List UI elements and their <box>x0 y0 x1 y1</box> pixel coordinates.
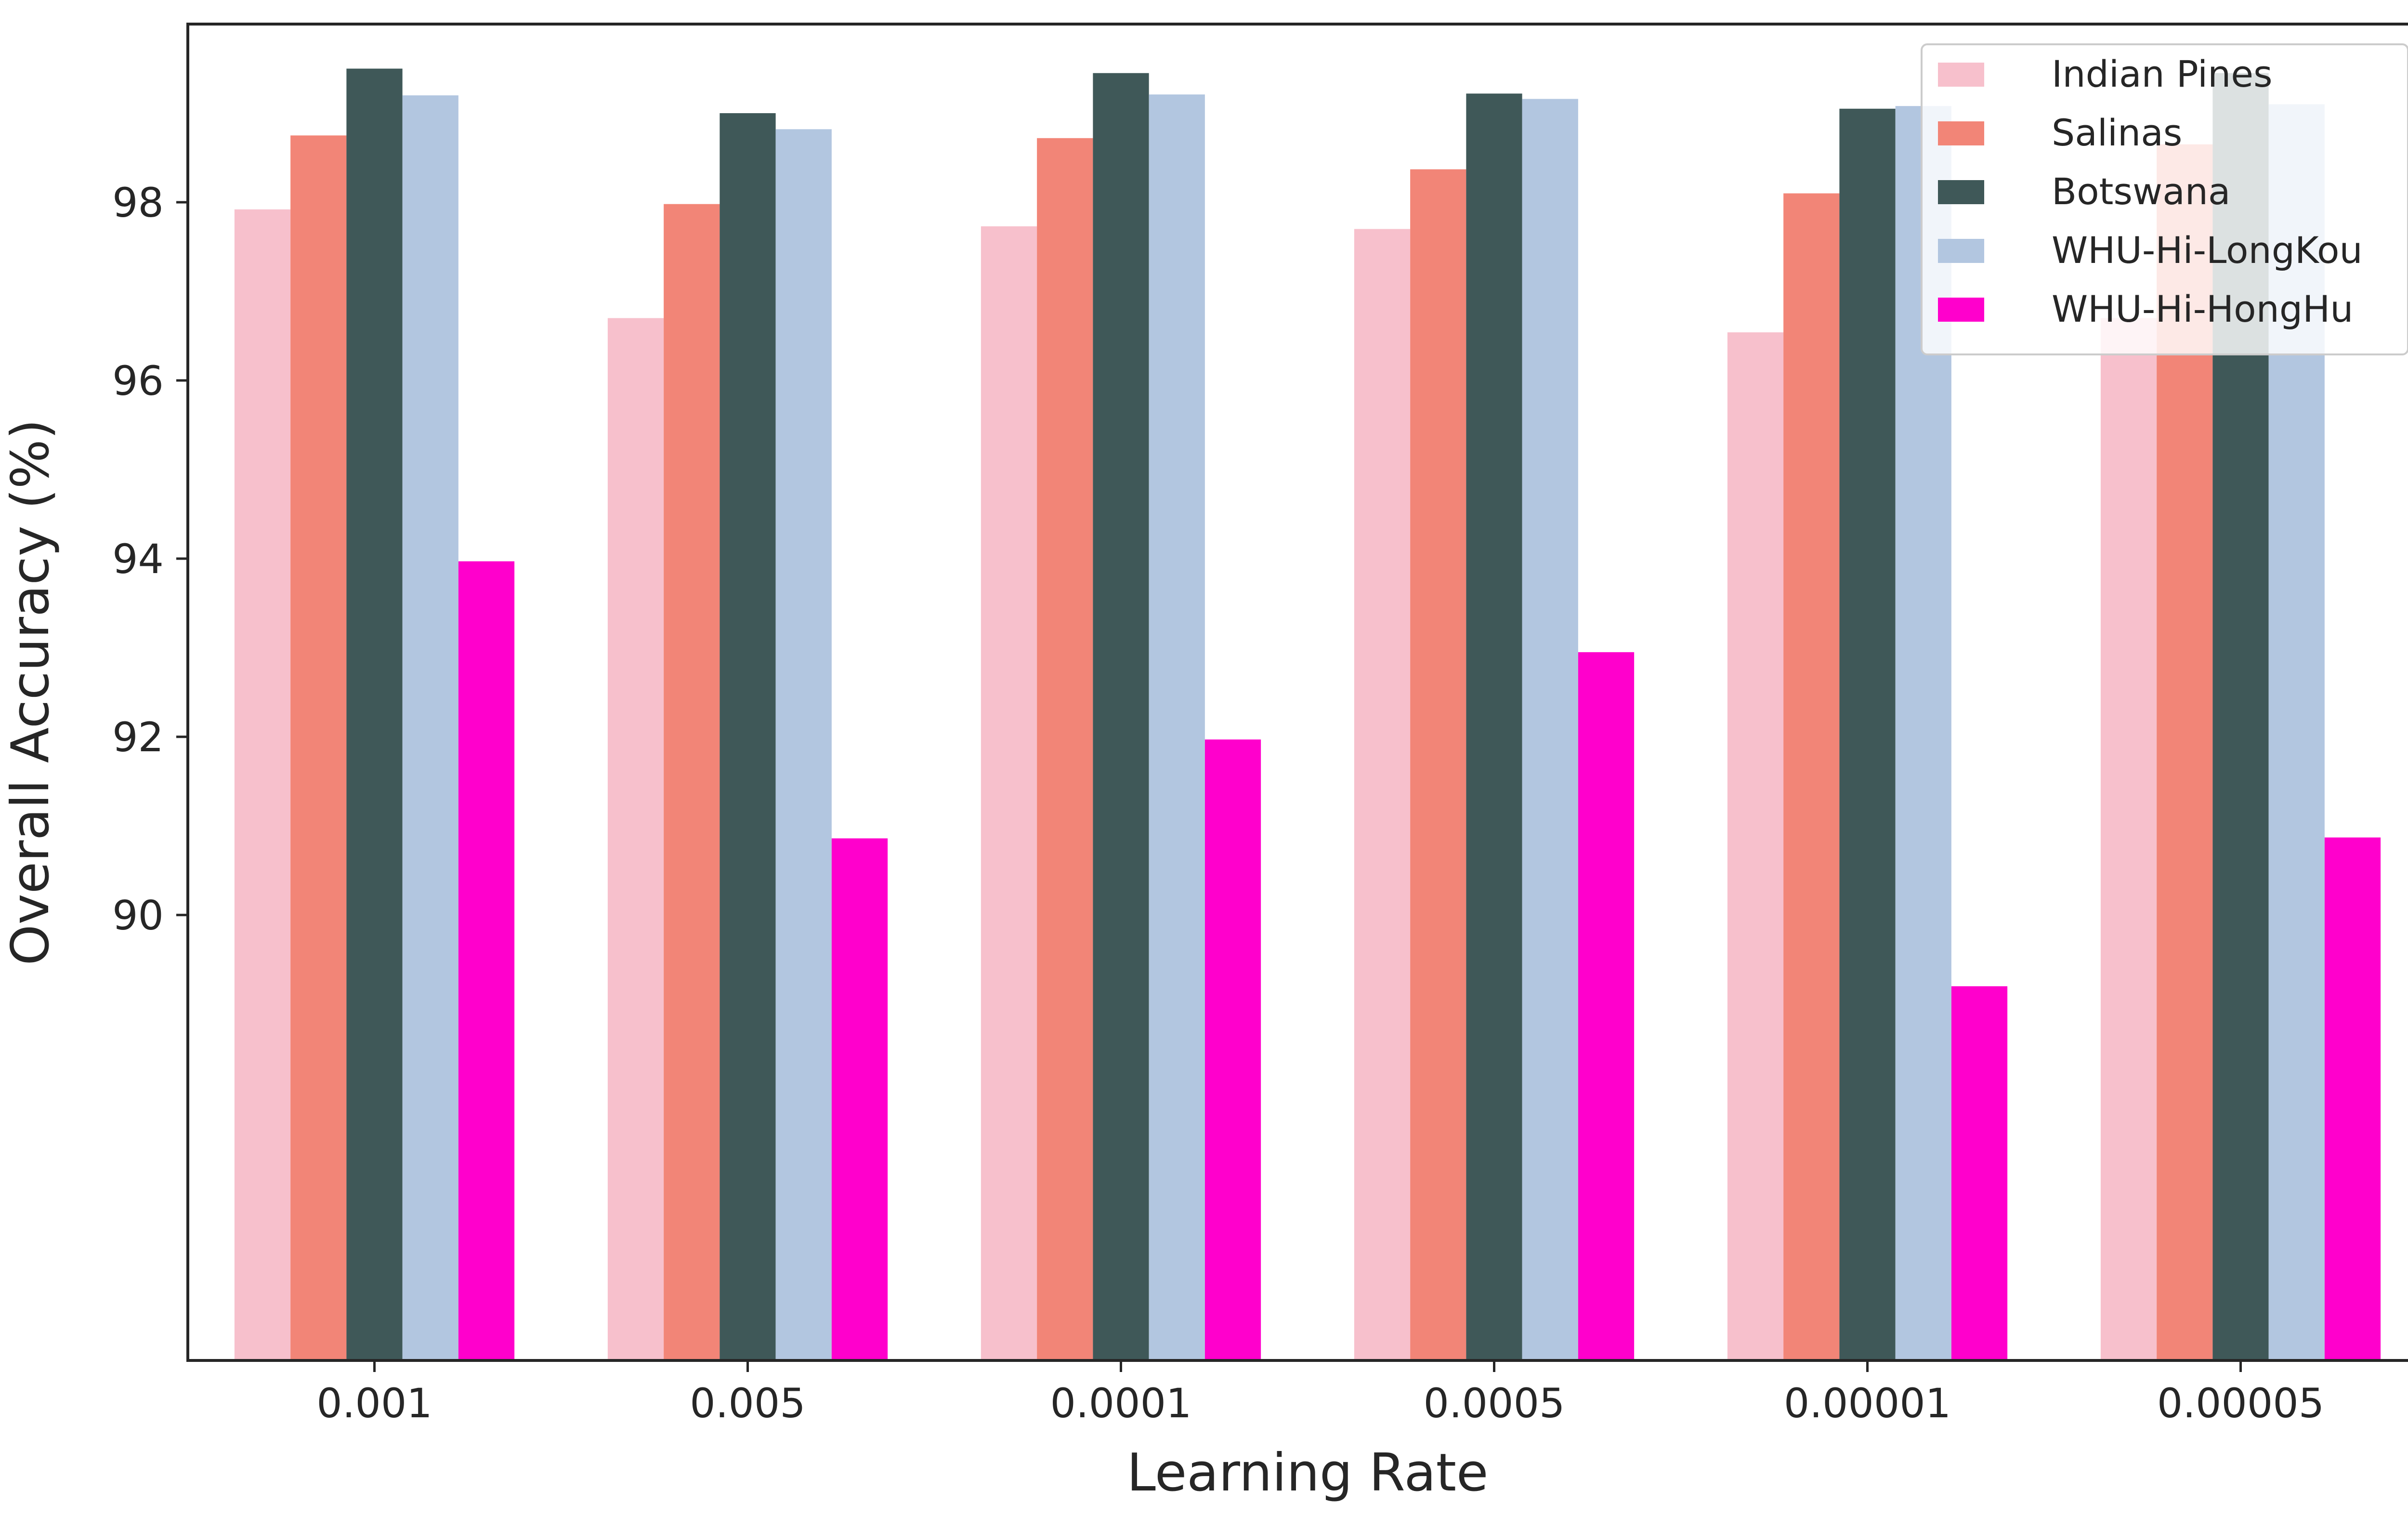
bars-group <box>234 68 2381 1361</box>
legend-swatch <box>1938 239 1984 263</box>
bar-3-4 <box>1466 93 1522 1360</box>
bar-5-4 <box>1578 652 1635 1360</box>
bar-5-1 <box>458 561 515 1360</box>
legend-label: Indian Pines <box>2052 52 2273 95</box>
bar-2-3 <box>1037 138 1093 1360</box>
bar-1-3 <box>981 226 1037 1361</box>
x-tick-label: 0.001 <box>316 1380 432 1427</box>
bar-5-5 <box>1951 986 2008 1360</box>
bar-2-5 <box>1783 193 1840 1360</box>
bar-2-2 <box>664 204 720 1361</box>
legend-label: Botswana <box>2052 170 2231 213</box>
x-axis-title: Learning Rate <box>1127 1443 1489 1503</box>
x-tick-label: 0.00001 <box>1784 1380 1951 1427</box>
bar-5-6 <box>2324 837 2381 1360</box>
legend: Indian Pines Salinas Botswana WHU-Hi-LongKo… <box>1921 43 2408 355</box>
bar-5-3 <box>1204 739 1261 1360</box>
bar-1-5 <box>1727 332 1784 1360</box>
x-tick-label: 0.0001 <box>1050 1380 1192 1427</box>
bar-4-1 <box>402 95 458 1360</box>
plot-frame <box>186 23 2408 1362</box>
legend-box <box>1921 43 2408 355</box>
y-axis-title: Overall Accuracy (%) <box>0 419 61 966</box>
legend-label: WHU-Hi-LongKou <box>2052 229 2363 272</box>
bar-3-1 <box>346 68 403 1360</box>
bar-1-6 <box>2100 318 2157 1360</box>
legend-label: Salinas <box>2052 111 2182 154</box>
bar-4-4 <box>1522 99 1578 1361</box>
y-axis-ticks: 90 92 94 96 98 <box>112 179 188 939</box>
bar-3-5 <box>1839 108 1896 1360</box>
legend-swatch <box>1938 63 1984 87</box>
bar-3-2 <box>720 113 776 1360</box>
y-tick-label: 96 <box>112 357 164 405</box>
legend-swatch <box>1938 121 1984 145</box>
y-tick-label: 94 <box>112 536 164 583</box>
x-tick-label: 0.0005 <box>1424 1380 1565 1427</box>
y-tick-label: 98 <box>112 179 164 226</box>
bar-4-2 <box>775 129 832 1360</box>
legend-swatch <box>1938 180 1984 204</box>
legend-label: WHU-Hi-HongHu <box>2052 288 2353 330</box>
x-tick-label: 0.00005 <box>2157 1380 2324 1427</box>
bar-4-3 <box>1149 94 1205 1361</box>
bar-5-2 <box>831 838 888 1360</box>
y-tick-label: 92 <box>112 714 164 761</box>
legend-swatch <box>1938 298 1984 322</box>
bar-1-4 <box>1354 229 1411 1360</box>
x-tick-label: 0.005 <box>690 1380 805 1427</box>
bar-2-1 <box>290 135 347 1360</box>
bar-1-1 <box>234 209 291 1360</box>
bar-1-2 <box>607 318 664 1360</box>
x-axis-ticks: 0.001 0.005 0.0001 0.0005 0.00001 0.00005 <box>316 1360 2324 1427</box>
y-tick-label: 90 <box>112 892 164 939</box>
bar-3-3 <box>1093 73 1149 1360</box>
bar-2-4 <box>1410 169 1466 1360</box>
